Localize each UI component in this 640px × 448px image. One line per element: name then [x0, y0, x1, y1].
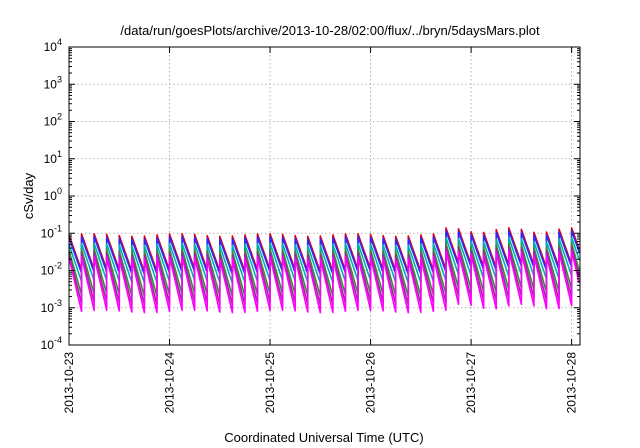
- x-axis: 2013-10-23 2013-10-24 2013-10-25 2013-10-26…: [62, 47, 579, 413]
- y-axis: 10-4 10-3 10-2 10-1 100 101 102 103 104: [41, 37, 580, 352]
- y-tick-label: 10-2: [41, 261, 62, 278]
- x-tick-label: 2013-10-26: [364, 352, 378, 414]
- series-line-6: [68, 249, 580, 314]
- y-tick-label: 10-3: [41, 298, 62, 315]
- x-axis-label: Coordinated Universal Time (UTC): [224, 430, 423, 445]
- series-line-3: [68, 236, 580, 284]
- x-tick-label: 2013-10-23: [62, 352, 76, 414]
- chart-title: /data/run/goesPlots/archive/2013-10-28/0…: [120, 23, 540, 38]
- series-group: [68, 227, 580, 314]
- y-tick-label: 10-1: [41, 223, 62, 240]
- x-tick-label: 2013-10-27: [464, 352, 478, 414]
- grid: [68, 47, 580, 345]
- series-line-1: [68, 227, 580, 273]
- x-tick-label: 2013-10-24: [163, 352, 177, 414]
- y-tick-label: 103: [44, 74, 62, 91]
- y-tick-label: 104: [44, 37, 62, 54]
- y-tick-label: 100: [44, 186, 62, 203]
- series-line-4: [68, 242, 580, 298]
- x-tick-label: 2013-10-25: [263, 352, 277, 414]
- y-axis-label: cSv/day: [21, 172, 36, 219]
- y-tick-label: 101: [44, 149, 62, 166]
- y-tick-label: 10-4: [41, 335, 62, 352]
- y-tick-label: 102: [44, 112, 62, 129]
- series-line-2: [68, 229, 580, 276]
- series-line-5: [68, 245, 580, 306]
- x-tick-label: 2013-10-28: [565, 352, 579, 414]
